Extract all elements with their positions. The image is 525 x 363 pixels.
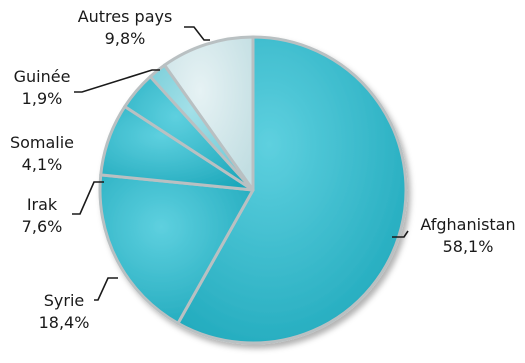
slice-value-label: 9,8% [105, 29, 146, 48]
leader-line [74, 69, 160, 93]
slice-category-label: Somalie [10, 133, 74, 152]
slice-value-label: 1,9% [22, 89, 63, 108]
pie-slices [98, 35, 408, 345]
slice-category-label: Irak [27, 195, 58, 214]
slice-value-label: 4,1% [22, 155, 63, 174]
leader-line [184, 26, 210, 41]
slice-value-label: 58,1% [443, 237, 494, 256]
leader-line [94, 277, 118, 301]
pie-slice-autres-pays [163, 35, 255, 192]
slice-label: Autres pays 9,8% [78, 7, 173, 48]
leader-line [72, 181, 104, 215]
slice-label: Irak 7,6% [22, 195, 63, 236]
slice-category-label: Syrie [44, 291, 85, 310]
slice-label: Syrie 18,4% [39, 291, 90, 332]
slice-label: Guinée 1,9% [14, 67, 71, 108]
slice-category-label: Autres pays [78, 7, 173, 26]
slice-value-label: 18,4% [39, 313, 90, 332]
leader-line [392, 230, 409, 238]
leader-lines [72, 26, 409, 301]
slice-label: Afghanistan 58,1% [420, 215, 515, 256]
pie-slice-afghanistan [176, 35, 408, 345]
slice-category-label: Guinée [14, 67, 71, 86]
pie-slice-syrie [98, 173, 255, 325]
slice-label: Somalie 4,1% [10, 133, 74, 174]
slice-category-label: Afghanistan [420, 215, 515, 234]
slice-value-label: 7,6% [22, 217, 63, 236]
slice-labels: Afghanistan 58,1% Syrie 18,4% Irak 7,6% Somali… [10, 7, 516, 332]
